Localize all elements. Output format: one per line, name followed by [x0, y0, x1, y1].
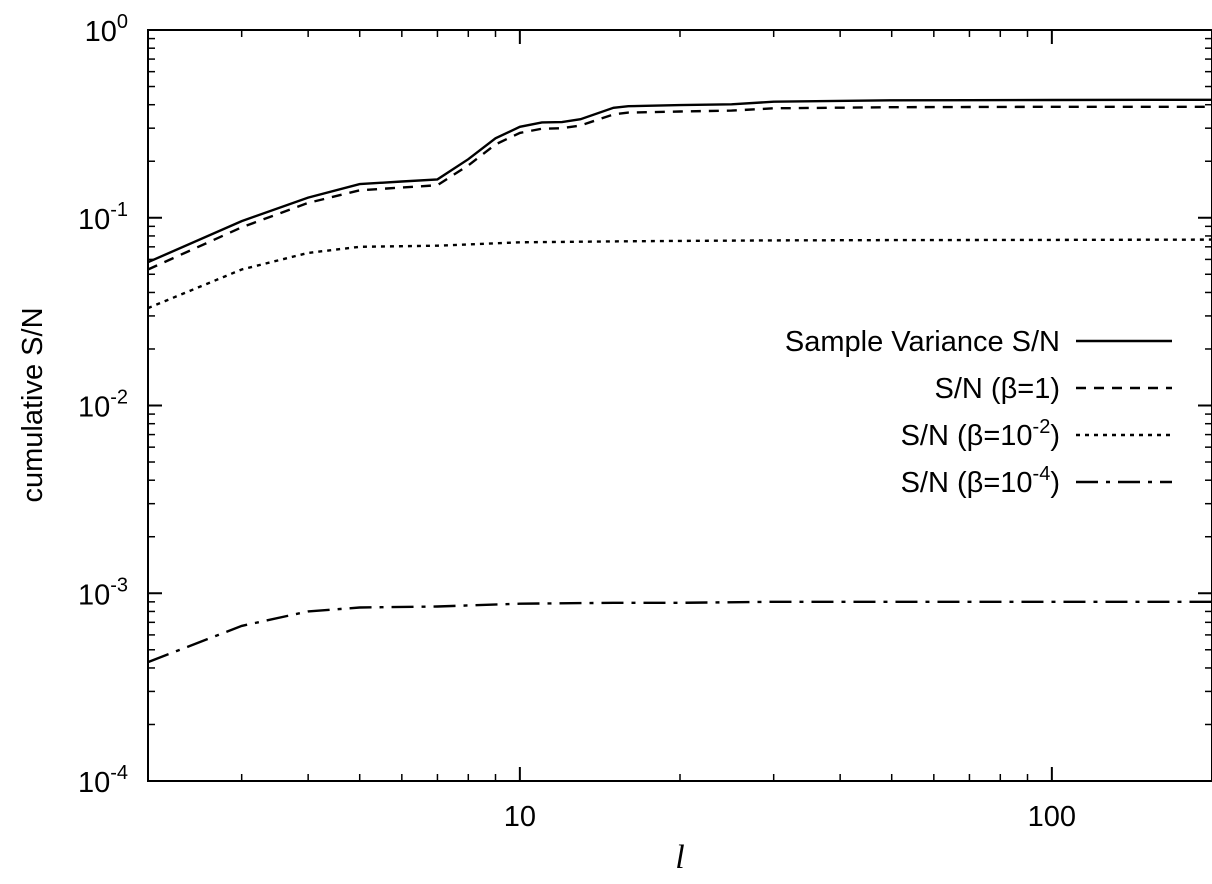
legend-label-4: S/N (β=10-4): [901, 463, 1060, 499]
axis-ticks: 100 10-1 10-2 10-3 10-4 10 100: [78, 11, 1212, 833]
series-line-3: [147, 238, 1212, 310]
x-axis-label: l: [675, 839, 684, 876]
legend-label-3: S/N (β=10-2): [901, 416, 1060, 452]
series-line-4: [147, 600, 1212, 664]
series-lines: [147, 98, 1212, 664]
series-line-1: [147, 98, 1212, 264]
y-axis-label: cumulative S/N: [17, 307, 49, 502]
y-tick-label: 10-4: [78, 762, 128, 799]
y-tick-label: 10-1: [78, 199, 128, 236]
y-tick-label: 10-2: [78, 387, 128, 424]
series-line-2: [147, 105, 1212, 271]
legend-label-1: Sample Variance S/N: [785, 326, 1060, 358]
legend: Sample Variance S/N S/N (β=1) S/N (β=10-2)…: [785, 326, 1172, 499]
x-tick-label: 100: [1028, 801, 1076, 833]
y-tick-label: 10-3: [78, 574, 128, 611]
plot-frame: [147, 29, 1212, 782]
legend-label-2: S/N (β=1): [935, 373, 1060, 405]
y-tick-label: 100: [85, 11, 128, 48]
x-tick-label: 10: [504, 801, 536, 833]
